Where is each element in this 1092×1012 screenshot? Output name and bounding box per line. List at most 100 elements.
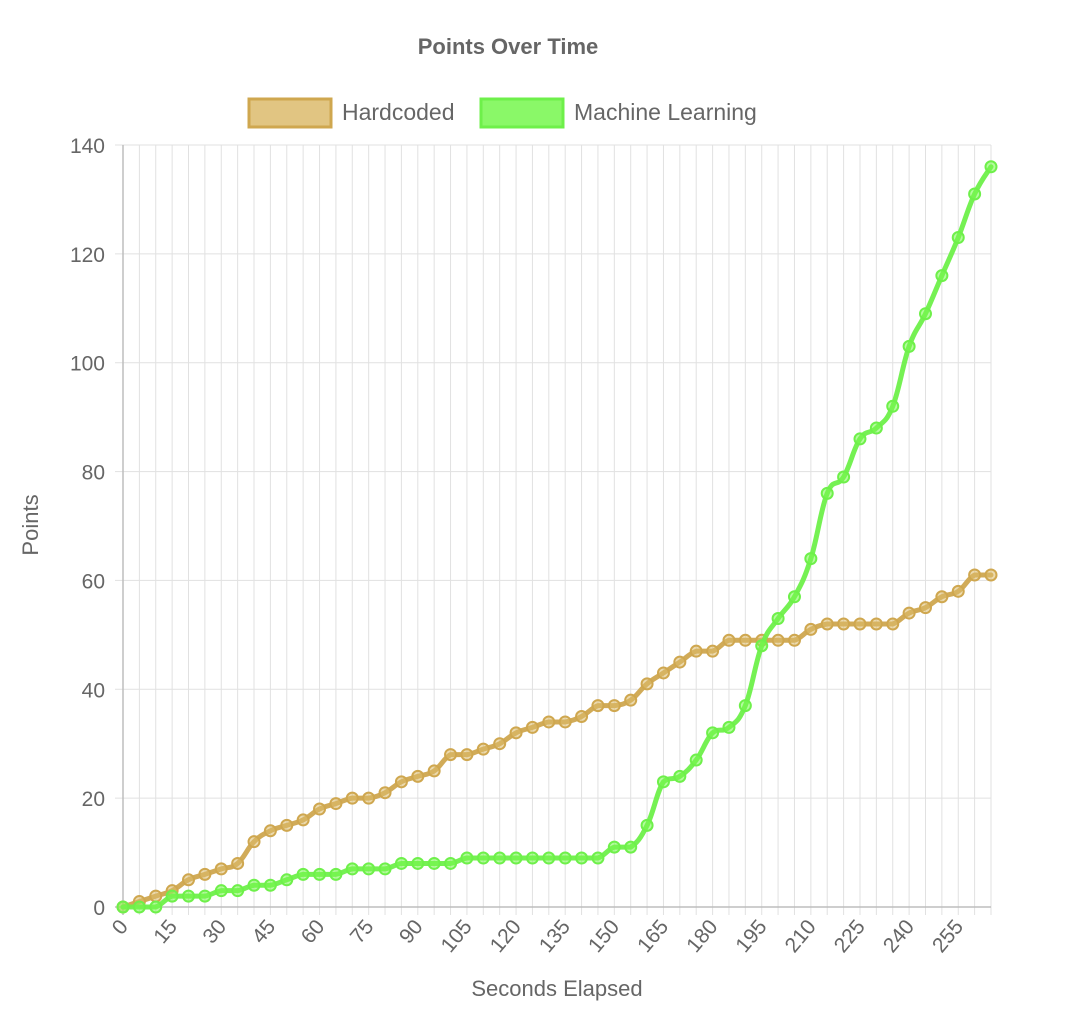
data-point[interactable]	[149, 900, 163, 914]
data-point[interactable]	[493, 851, 507, 865]
data-point[interactable]	[460, 748, 474, 762]
data-point[interactable]	[411, 769, 425, 783]
legend-item[interactable]: Machine Learning	[479, 97, 757, 129]
data-point[interactable]	[591, 851, 605, 865]
data-point[interactable]	[182, 873, 196, 887]
data-point[interactable]	[935, 590, 949, 604]
data-point[interactable]	[198, 889, 212, 903]
legend-item[interactable]: Hardcoded	[247, 97, 455, 129]
data-point[interactable]	[673, 769, 687, 783]
data-point[interactable]	[542, 851, 556, 865]
data-point[interactable]	[575, 851, 589, 865]
data-point[interactable]	[968, 187, 982, 201]
data-point[interactable]	[296, 813, 310, 827]
data-point[interactable]	[804, 552, 818, 566]
data-point[interactable]	[755, 639, 769, 653]
data-point[interactable]	[787, 590, 801, 604]
data-point[interactable]	[820, 486, 834, 500]
data-point[interactable]	[542, 715, 556, 729]
data-point[interactable]	[575, 710, 589, 723]
data-point[interactable]	[345, 862, 359, 876]
data-point[interactable]	[984, 160, 998, 174]
data-point[interactable]	[509, 851, 523, 865]
data-point[interactable]	[902, 606, 916, 620]
data-point[interactable]	[591, 699, 605, 713]
data-point[interactable]	[722, 633, 736, 647]
data-point[interactable]	[738, 699, 752, 713]
data-point[interactable]	[689, 753, 703, 767]
data-point[interactable]	[378, 786, 392, 800]
data-point[interactable]	[558, 851, 572, 865]
data-point[interactable]	[214, 862, 228, 876]
data-point[interactable]	[787, 633, 801, 647]
data-point[interactable]	[935, 269, 949, 283]
data-point[interactable]	[640, 818, 654, 832]
data-point[interactable]	[525, 720, 539, 734]
data-point[interactable]	[902, 339, 916, 353]
data-point[interactable]	[558, 715, 572, 729]
data-point[interactable]	[263, 878, 277, 892]
data-point[interactable]	[738, 633, 752, 647]
data-point[interactable]	[689, 644, 703, 658]
data-point[interactable]	[624, 840, 638, 854]
data-point[interactable]	[706, 726, 720, 740]
data-point[interactable]	[853, 432, 867, 446]
data-point[interactable]	[493, 737, 507, 751]
data-point[interactable]	[394, 775, 408, 789]
data-point[interactable]	[869, 421, 883, 435]
data-point[interactable]	[116, 900, 130, 914]
data-point[interactable]	[918, 307, 932, 321]
data-point[interactable]	[673, 655, 687, 669]
data-point[interactable]	[427, 856, 441, 870]
data-point[interactable]	[804, 622, 818, 636]
data-point[interactable]	[444, 856, 458, 870]
data-point[interactable]	[280, 818, 294, 832]
data-point[interactable]	[231, 856, 245, 870]
data-point[interactable]	[968, 568, 982, 582]
data-point[interactable]	[247, 835, 261, 849]
data-point[interactable]	[476, 851, 490, 865]
data-point[interactable]	[624, 693, 638, 707]
data-point[interactable]	[231, 884, 245, 898]
data-point[interactable]	[378, 862, 392, 876]
data-point[interactable]	[345, 791, 359, 805]
data-point[interactable]	[869, 617, 883, 631]
data-point[interactable]	[640, 677, 654, 691]
data-point[interactable]	[476, 742, 490, 756]
data-point[interactable]	[280, 873, 294, 887]
data-point[interactable]	[263, 824, 277, 838]
data-point[interactable]	[656, 775, 670, 789]
data-point[interactable]	[362, 791, 376, 805]
data-point[interactable]	[607, 699, 621, 713]
data-point[interactable]	[820, 617, 834, 631]
data-point[interactable]	[411, 856, 425, 870]
data-point[interactable]	[313, 867, 327, 881]
data-point[interactable]	[771, 612, 785, 626]
data-point[interactable]	[607, 840, 621, 854]
data-point[interactable]	[951, 584, 965, 598]
data-point[interactable]	[198, 867, 212, 881]
data-point[interactable]	[149, 889, 163, 903]
data-point[interactable]	[214, 884, 228, 898]
data-point[interactable]	[706, 644, 720, 658]
data-point[interactable]	[296, 867, 310, 881]
data-point[interactable]	[182, 889, 196, 903]
data-point[interactable]	[656, 666, 670, 680]
data-point[interactable]	[362, 862, 376, 876]
data-point[interactable]	[886, 399, 900, 413]
data-point[interactable]	[460, 851, 474, 865]
data-point[interactable]	[313, 802, 327, 816]
data-point[interactable]	[165, 889, 179, 903]
data-point[interactable]	[329, 797, 343, 811]
data-point[interactable]	[444, 748, 458, 762]
data-point[interactable]	[951, 231, 965, 245]
data-point[interactable]	[509, 726, 523, 740]
data-point[interactable]	[771, 633, 785, 647]
data-point[interactable]	[853, 617, 867, 631]
data-point[interactable]	[525, 851, 539, 865]
data-point[interactable]	[837, 617, 851, 631]
data-point[interactable]	[722, 720, 736, 734]
data-point[interactable]	[427, 764, 441, 778]
data-point[interactable]	[984, 568, 998, 582]
data-point[interactable]	[918, 601, 932, 615]
